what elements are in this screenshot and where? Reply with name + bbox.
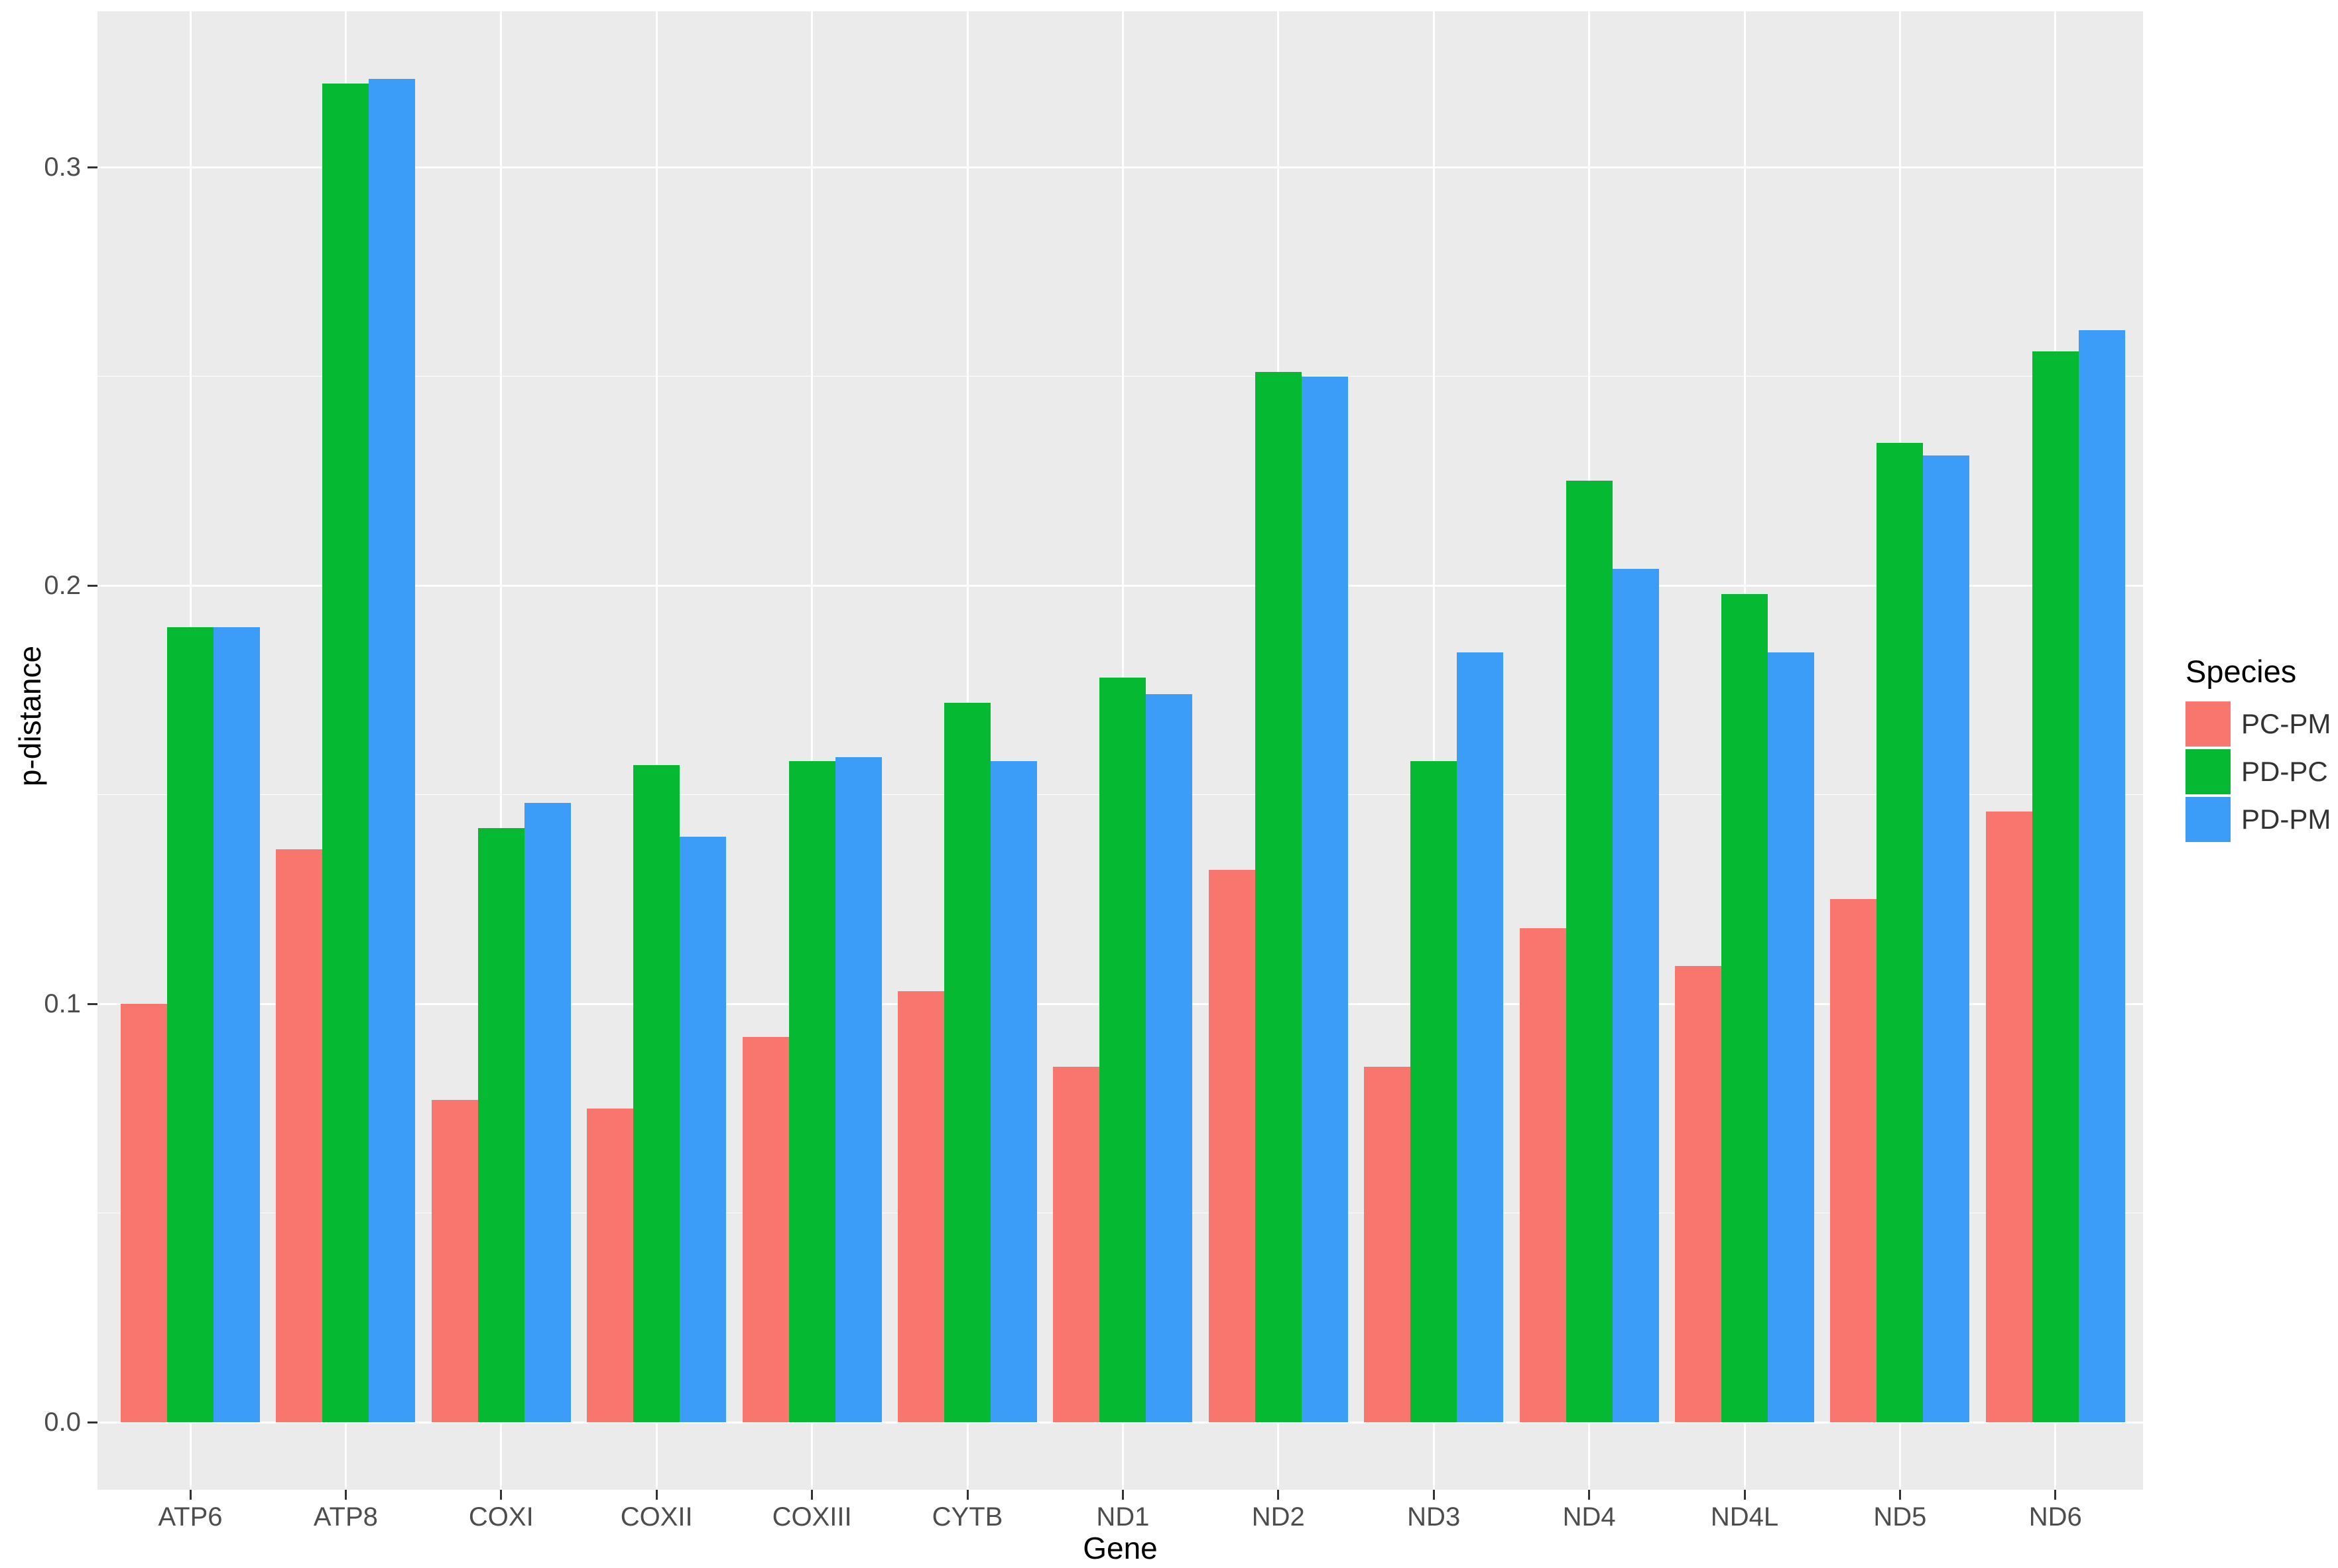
y-axis-tick [88, 1421, 97, 1423]
x-axis-tick-label: ND1 [1096, 1502, 1150, 1532]
x-axis-tick [189, 1490, 192, 1500]
bar-pc-pm-coxi [431, 1100, 478, 1422]
x-axis-tick [2054, 1490, 2057, 1500]
legend-key-swatch [2185, 701, 2231, 747]
bar-pd-pm-atp6 [214, 627, 260, 1422]
x-axis-tick-label: ND3 [1407, 1502, 1461, 1532]
bar-pd-pc-atp8 [322, 83, 369, 1422]
major-gridline [97, 166, 2143, 168]
x-axis-tick [1432, 1490, 1435, 1500]
x-axis-tick-label: ND2 [1251, 1502, 1305, 1532]
bar-pd-pc-nd6 [2032, 351, 2079, 1422]
y-axis-tick [88, 1002, 97, 1005]
legend: Species PC-PM PD-PC PD-PM [2185, 653, 2331, 845]
bar-pd-pm-coxi [524, 803, 571, 1422]
x-axis-tick [966, 1490, 969, 1500]
bar-pd-pc-nd4l [1721, 593, 1768, 1422]
minor-gridline [97, 375, 2143, 377]
vertical-gridline [811, 11, 814, 1490]
bar-pd-pc-nd4 [1566, 481, 1613, 1422]
bar-pd-pc-nd1 [1099, 677, 1146, 1422]
bar-pd-pc-atp6 [167, 627, 214, 1422]
y-axis-tick [88, 166, 97, 168]
x-axis-tick-label: ND4 [1562, 1502, 1616, 1532]
legend-title: Species [2185, 654, 2297, 689]
vertical-gridline [1432, 11, 1435, 1490]
bar-pc-pm-nd5 [1830, 899, 1877, 1422]
x-axis-tick [500, 1490, 503, 1500]
bar-pd-pm-atp8 [369, 79, 416, 1422]
bar-pd-pc-nd2 [1255, 372, 1302, 1422]
legend-items: PC-PM PD-PC PD-PM [2185, 701, 2331, 842]
x-axis-tick-label: CYTB [932, 1502, 1003, 1532]
bar-pd-pc-cytb [944, 702, 991, 1422]
legend-item-pd-pm: PD-PM [2185, 797, 2331, 842]
bar-pc-pm-coxiii [742, 1037, 789, 1422]
bar-pd-pc-nd5 [1877, 443, 1924, 1422]
legend-item-pd-pc: PD-PC [2185, 749, 2331, 794]
x-axis-tick [1121, 1490, 1124, 1500]
x-axis-tick-label: ND4L [1710, 1502, 1779, 1532]
bar-pc-pm-nd4 [1519, 928, 1566, 1422]
legend-key-swatch [2185, 797, 2231, 842]
major-gridline [97, 1421, 2143, 1423]
bar-pd-pm-nd1 [1146, 694, 1193, 1422]
legend-item-label: PD-PM [2241, 804, 2331, 835]
plot-panel [97, 11, 2143, 1490]
x-axis-tick-label: ATP8 [313, 1502, 378, 1532]
bar-pc-pm-coxii [587, 1108, 634, 1422]
x-axis-tick-label: COXI [468, 1502, 534, 1532]
x-axis-tick [655, 1490, 658, 1500]
legend-item-pc-pm: PC-PM [2185, 701, 2331, 747]
x-axis-title: Gene [1083, 1531, 1158, 1565]
x-axis-tick [1588, 1490, 1591, 1500]
bar-pd-pm-coxii [680, 836, 727, 1422]
x-axis-tick-label: COXIII [772, 1502, 852, 1532]
bar-pd-pc-nd3 [1410, 761, 1457, 1422]
y-axis-tick-label: 0.1 [44, 989, 81, 1018]
legend-key-swatch [2185, 749, 2231, 794]
bar-pc-pm-nd1 [1053, 1066, 1100, 1422]
x-axis-tick [1743, 1490, 1746, 1500]
bar-pc-pm-atp6 [121, 1004, 167, 1422]
vertical-gridline [500, 11, 503, 1490]
bar-pc-pm-cytb [898, 991, 944, 1422]
bar-pd-pc-coxiii [788, 761, 835, 1422]
bar-pd-pm-nd5 [1923, 455, 1970, 1422]
bar-pd-pm-nd3 [1457, 652, 1504, 1422]
y-axis-tick-label: 0.3 [44, 152, 81, 182]
bar-pc-pm-nd4l [1675, 966, 1721, 1422]
x-axis-tick-label: ATP6 [158, 1502, 223, 1532]
y-axis-tick-label: 0.2 [44, 571, 81, 600]
bar-pc-pm-atp8 [276, 849, 323, 1422]
major-gridline [97, 584, 2143, 587]
y-axis-tick-label: 0.0 [44, 1408, 81, 1437]
x-axis-tick [1277, 1490, 1280, 1500]
legend-item-label: PD-PC [2241, 756, 2328, 787]
x-axis-tick [344, 1490, 347, 1500]
bar-pd-pc-coxi [477, 827, 524, 1422]
bar-pd-pm-nd6 [2078, 330, 2125, 1422]
x-axis-tick-label: ND5 [1873, 1502, 1927, 1532]
x-axis-tick-label: COXII [620, 1502, 693, 1532]
x-axis-tick [811, 1490, 814, 1500]
vertical-gridline [655, 11, 658, 1490]
legend-item-label: PC-PM [2241, 708, 2331, 739]
y-axis-tick [88, 584, 97, 587]
bar-pc-pm-nd2 [1208, 870, 1255, 1422]
x-axis-tick-label: ND6 [2028, 1502, 2082, 1532]
bar-pd-pm-nd4 [1612, 568, 1659, 1422]
bar-pd-pm-cytb [991, 761, 1037, 1422]
bar-pc-pm-nd3 [1364, 1066, 1411, 1422]
bar-pd-pc-coxii [633, 765, 680, 1422]
bar-pd-pm-coxiii [835, 756, 882, 1422]
bar-pd-pm-nd4l [1768, 652, 1814, 1422]
bar-pd-pm-nd2 [1301, 376, 1348, 1422]
x-axis-tick [1898, 1490, 1901, 1500]
y-axis-title: p-distance [13, 645, 47, 787]
bar-pc-pm-nd6 [1985, 811, 2032, 1422]
